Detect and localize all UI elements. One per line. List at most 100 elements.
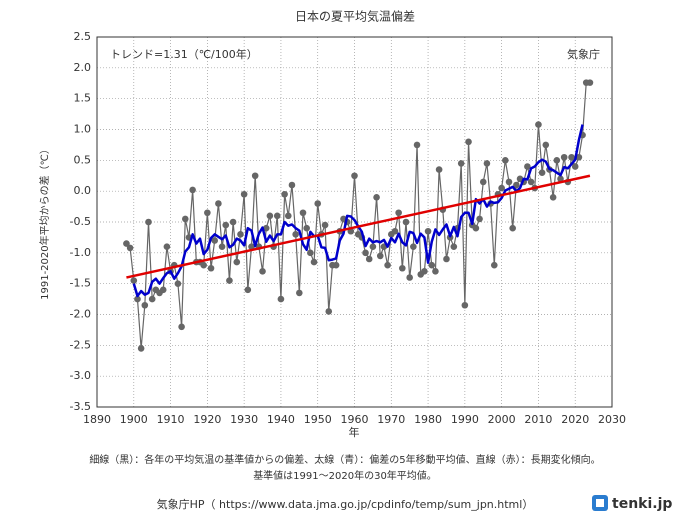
x-axis-label: 年 <box>349 425 360 439</box>
x-tick-label: 1950 <box>304 413 332 426</box>
data-line <box>132 124 584 298</box>
data-point <box>211 237 219 244</box>
data-point <box>535 121 542 128</box>
data-point <box>299 209 307 217</box>
data-point <box>373 194 380 201</box>
data-point <box>376 252 384 260</box>
data-point <box>262 224 270 232</box>
note: 細線（黒）：各年の平均気温の基準値からの偏差、太線（青）：偏差の5年移動平均値、… <box>89 453 600 466</box>
x-tick-label: 2000 <box>488 413 516 426</box>
data-point <box>314 200 322 207</box>
data-point <box>476 215 483 223</box>
data-point <box>461 301 469 309</box>
y-tick-label: 2.5 <box>74 30 92 43</box>
data-point <box>568 153 575 161</box>
y-tick-label: 2.0 <box>74 61 92 74</box>
data-point <box>432 268 439 275</box>
data-point <box>586 79 594 86</box>
y-tick-label: -0.5 <box>70 215 91 228</box>
data-point <box>277 295 285 303</box>
data-point <box>450 243 458 250</box>
data-point <box>369 243 377 250</box>
x-tick-label: 1960 <box>341 413 369 426</box>
data-point <box>413 141 421 149</box>
data-point <box>483 160 491 167</box>
data-point <box>159 286 167 294</box>
data-point <box>141 301 149 309</box>
data-point <box>421 268 428 275</box>
data-point <box>288 181 296 189</box>
data-line <box>125 82 590 350</box>
y-tick-label: -3.5 <box>70 400 91 413</box>
data-point <box>465 138 472 146</box>
data-point <box>215 200 222 207</box>
data-point <box>505 178 513 186</box>
x-tick-label: 1980 <box>414 413 442 426</box>
y-tick-label: 1.5 <box>74 92 92 105</box>
data-point <box>126 244 134 252</box>
data-point <box>181 215 189 223</box>
note: 基準値は1991～2020年の30年平均値。 <box>253 469 437 482</box>
source: 気象庁HP（ https://www.data.jma.go.jp/cpdinf… <box>157 497 534 511</box>
data-point <box>137 345 145 352</box>
data-point <box>259 268 266 275</box>
data-point <box>163 243 171 250</box>
data-point <box>130 277 138 284</box>
data-point <box>479 178 487 186</box>
data-point <box>527 178 535 186</box>
data-point <box>123 240 130 247</box>
trend-annotation: トレンド=1.31（℃/100年） <box>110 47 258 61</box>
x-tick-label: 1900 <box>120 413 148 426</box>
data-point <box>365 255 373 263</box>
data-point <box>178 323 185 331</box>
data-point <box>490 261 498 269</box>
data-point <box>251 172 259 180</box>
data-point <box>218 243 226 250</box>
data-point <box>189 186 196 194</box>
data-point <box>513 181 520 189</box>
data-point <box>233 258 241 266</box>
data-point <box>307 249 314 257</box>
data-point <box>557 175 564 183</box>
data-point <box>266 212 274 220</box>
x-tick-label: 1940 <box>267 413 295 426</box>
data-point <box>399 264 406 272</box>
x-tick-label: 1920 <box>193 413 221 426</box>
data-point <box>406 274 413 281</box>
data-point <box>237 231 244 238</box>
data-point <box>560 153 568 161</box>
data-point <box>244 286 252 294</box>
data-point <box>472 224 480 232</box>
data-point <box>325 308 333 315</box>
data-line <box>126 174 591 279</box>
data-point <box>384 261 391 269</box>
data-point <box>310 258 318 266</box>
x-tick-label: 2020 <box>561 413 589 426</box>
agency-annotation: 気象庁 <box>567 47 600 61</box>
data-point <box>273 212 281 220</box>
data-point <box>443 255 450 263</box>
plot-frame <box>96 36 613 408</box>
data-point <box>571 163 579 170</box>
y-tick-label: 1.0 <box>74 123 92 136</box>
data-point <box>542 141 550 149</box>
data-point <box>281 190 288 198</box>
data-point <box>321 221 329 229</box>
data-point <box>248 243 255 250</box>
data-point <box>553 157 561 164</box>
data-point <box>549 194 557 201</box>
data-point <box>204 209 211 217</box>
y-tick-label: -2.0 <box>70 308 91 321</box>
y-tick-label: 0.0 <box>74 184 92 197</box>
logo-text: tenki.jp <box>612 496 672 512</box>
y-tick-label: 0.5 <box>74 153 92 166</box>
x-tick-label: 1890 <box>83 413 111 426</box>
x-tick-label: 1970 <box>377 413 405 426</box>
data-point <box>222 221 230 229</box>
data-point <box>207 264 215 272</box>
data-point <box>351 172 358 180</box>
y-axis-label: 1991-2020年平均からの差（℃） <box>38 144 51 300</box>
data-point <box>435 166 443 173</box>
